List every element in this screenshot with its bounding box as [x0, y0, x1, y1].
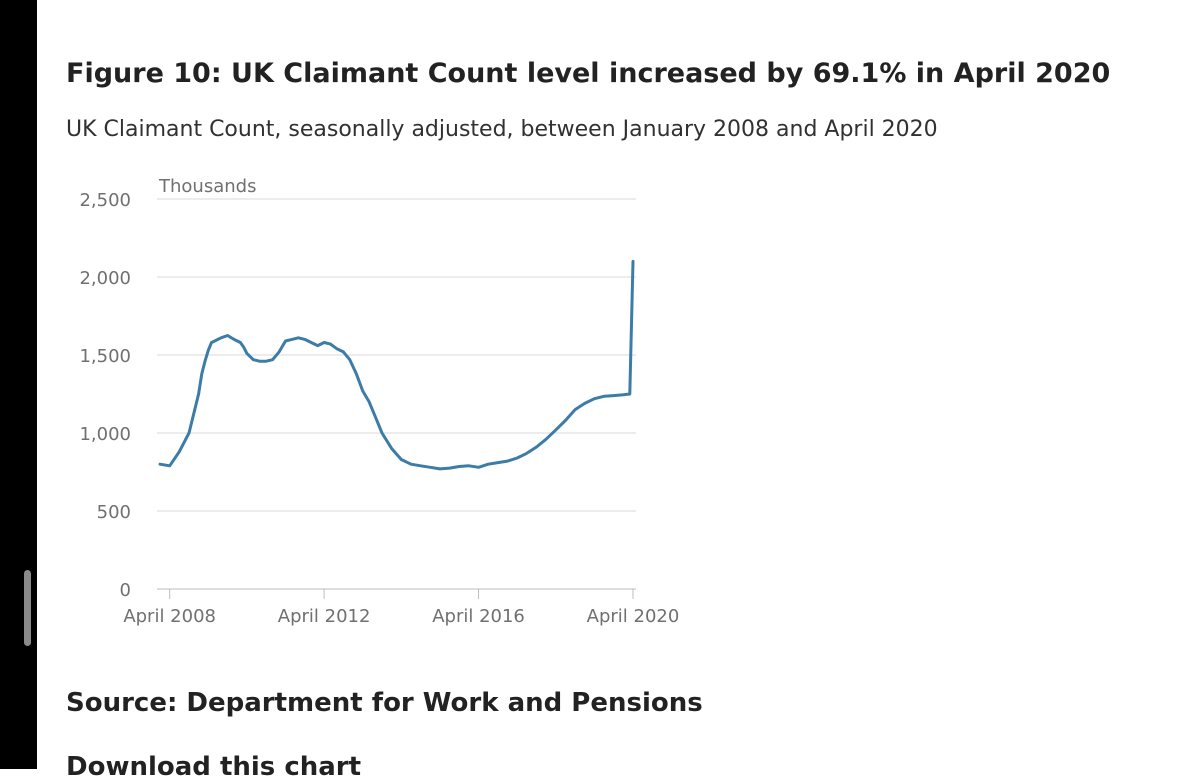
- x-tick-label: April 2016: [432, 606, 525, 627]
- figure-title: Figure 10: UK Claimant Count level incre…: [66, 58, 1111, 89]
- x-tick-label: April 2008: [123, 606, 216, 627]
- grid-layer: [157, 198, 636, 512]
- y-tick-label: 1,000: [79, 424, 131, 445]
- series-line-claimant-count: [158, 259, 635, 471]
- x-tick-label: April 2012: [278, 606, 371, 627]
- y-tick-label: 2,500: [79, 190, 131, 211]
- y-unit-label: Thousands: [158, 176, 256, 197]
- figure-subtitle: UK Claimant Count, seasonally adjusted, …: [66, 117, 938, 142]
- series-layer: [158, 259, 635, 471]
- chart-source: Source: Department for Work and Pensions: [66, 688, 703, 718]
- y-tick-label: 500: [97, 502, 131, 523]
- y-tick-label: 2,000: [79, 268, 131, 289]
- axis-layer: 0 500 1,000 1,500 2,000 2,500 April 2008 April …: [79, 190, 679, 627]
- download-chart-link[interactable]: Download this chart: [66, 752, 362, 782]
- x-tick-label: April 2020: [587, 606, 680, 627]
- scrollbar-thumb[interactable]: [24, 570, 31, 646]
- y-tick-label: 0: [120, 580, 131, 601]
- y-tick-label: 1,500: [79, 346, 131, 367]
